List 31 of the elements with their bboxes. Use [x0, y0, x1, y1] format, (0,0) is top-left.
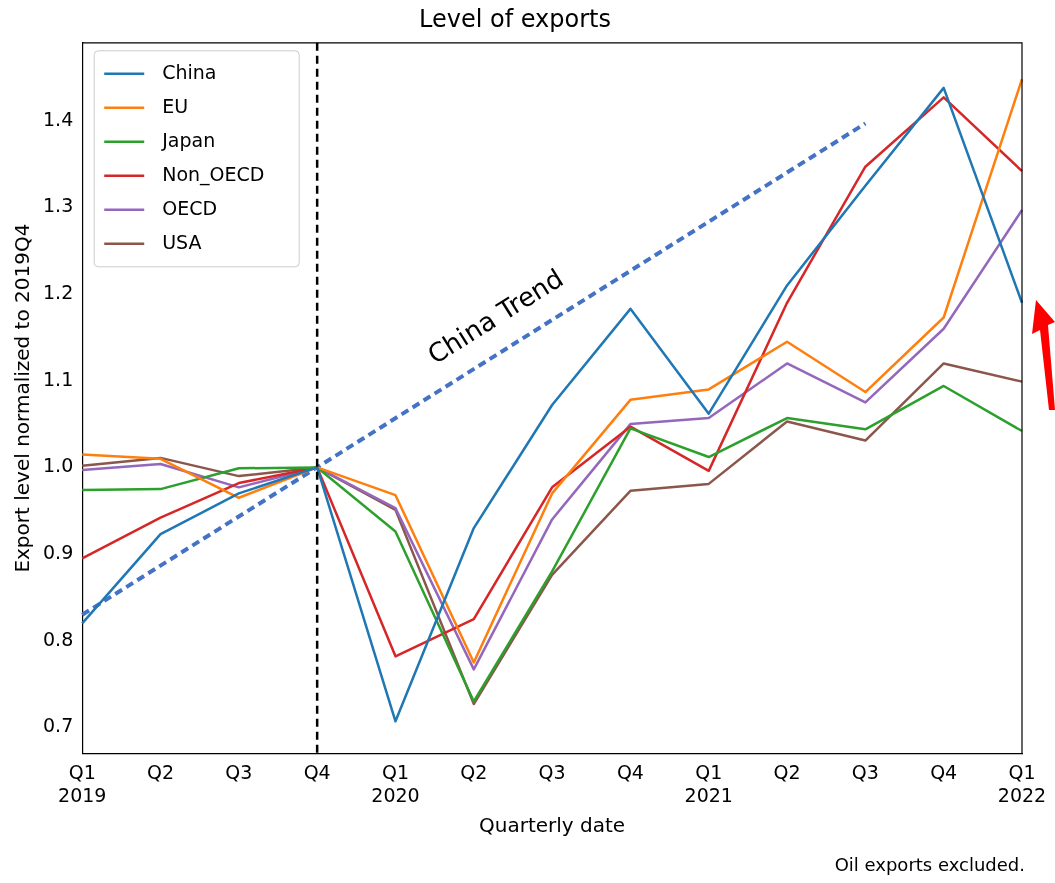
legend-label: OECD	[162, 196, 218, 219]
text: Oil exports excluded.	[834, 854, 1025, 875]
y-tick-label: 1.0	[43, 454, 74, 477]
x-axis-title: Quarterly date	[479, 813, 626, 838]
legend-label: China	[162, 60, 217, 83]
y-tick-label: 0.9	[43, 541, 74, 564]
x-tick-label: Q4	[930, 760, 958, 783]
y-axis-title: Export level normalized to 2019Q4	[10, 223, 35, 573]
y-tick-label: 1.4	[43, 107, 74, 130]
legend-label: EU	[162, 94, 189, 117]
x-tick-label: Q1 2021	[684, 760, 733, 806]
legend-label: USA	[162, 230, 202, 253]
y-tick-label: 1.3	[43, 194, 74, 217]
legend-label: Non_OECD	[162, 162, 265, 186]
x-tick-label: Q1 2020	[371, 760, 420, 806]
x-tick-label: Q4	[616, 760, 644, 783]
chart-title: Level of exports	[419, 4, 611, 33]
x-tick-label: Q2	[147, 760, 175, 783]
x-tick-label: Q2	[773, 760, 801, 783]
x-tick-label: Q3	[538, 760, 566, 783]
y-tick-label: 0.7	[43, 714, 74, 737]
y-tick-label: 0.8	[43, 627, 74, 650]
x-tick-label: Q3	[851, 760, 879, 783]
x-tick-label: Q3	[225, 760, 253, 783]
legend-label: Japan	[161, 128, 216, 151]
y-tick-label: 1.1	[43, 367, 74, 390]
x-tick-label: Q1 2022	[997, 760, 1047, 806]
x-tick-label: Q2	[460, 760, 488, 783]
x-tick-label: Q4	[303, 760, 331, 783]
x-tick-label: Q1 2019	[58, 760, 107, 806]
y-tick-label: 1.2	[43, 281, 74, 304]
